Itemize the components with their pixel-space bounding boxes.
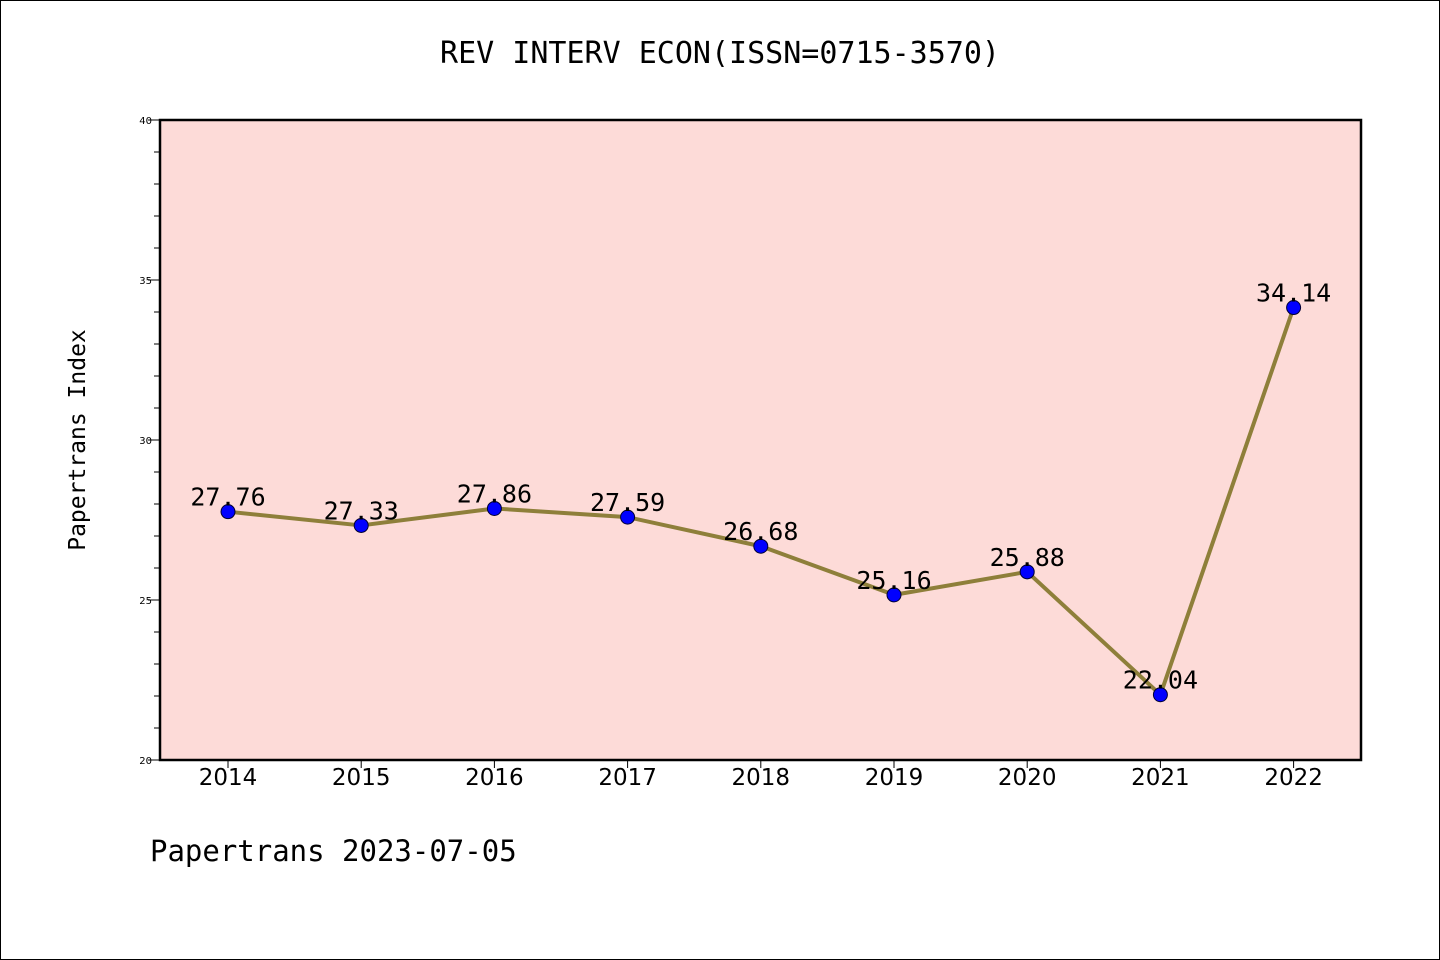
y-tick-label: 35 — [139, 276, 152, 287]
data-point — [486, 500, 502, 516]
chart-title: REV INTERV ECON(ISSN=0715-3570) — [440, 36, 1000, 71]
data-label: 27.76 — [190, 483, 265, 512]
data-label: 26.68 — [723, 517, 798, 546]
x-tick-label: 2019 — [865, 765, 924, 791]
y-tick-label: 20 — [139, 756, 152, 767]
footer-text: Papertrans 2023-07-05 — [150, 834, 517, 868]
data-point — [620, 509, 636, 525]
data-label: 27.59 — [590, 488, 665, 517]
data-point — [886, 587, 902, 603]
y-tick-label: 40 — [139, 116, 152, 127]
data-point — [1019, 564, 1035, 580]
data-point — [753, 538, 769, 554]
y-axis-label: Papertrans Index — [65, 329, 91, 551]
x-tick-label: 2016 — [465, 765, 524, 791]
data-label: 27.86 — [457, 479, 532, 508]
data-label: 25.88 — [990, 543, 1065, 572]
data-label: 34.14 — [1256, 279, 1331, 308]
x-tick-label: 2021 — [1131, 765, 1190, 791]
plot-area — [158, 118, 1363, 762]
data-label: 22.04 — [1123, 666, 1198, 695]
x-tick-label: 2018 — [732, 765, 791, 791]
data-point — [353, 517, 369, 533]
x-tick-label: 2022 — [1264, 765, 1323, 791]
data-point — [1286, 300, 1302, 316]
x-tick-label: 2020 — [998, 765, 1057, 791]
y-tick-label: 30 — [139, 436, 152, 447]
data-label: 27.33 — [324, 496, 399, 525]
data-point — [220, 504, 236, 520]
y-tick-label: 25 — [139, 596, 152, 607]
data-point — [1152, 687, 1168, 703]
data-label: 25.16 — [856, 566, 931, 595]
x-tick-label: 2015 — [332, 765, 391, 791]
x-tick-label: 2014 — [199, 765, 258, 791]
x-tick-label: 2017 — [598, 765, 657, 791]
